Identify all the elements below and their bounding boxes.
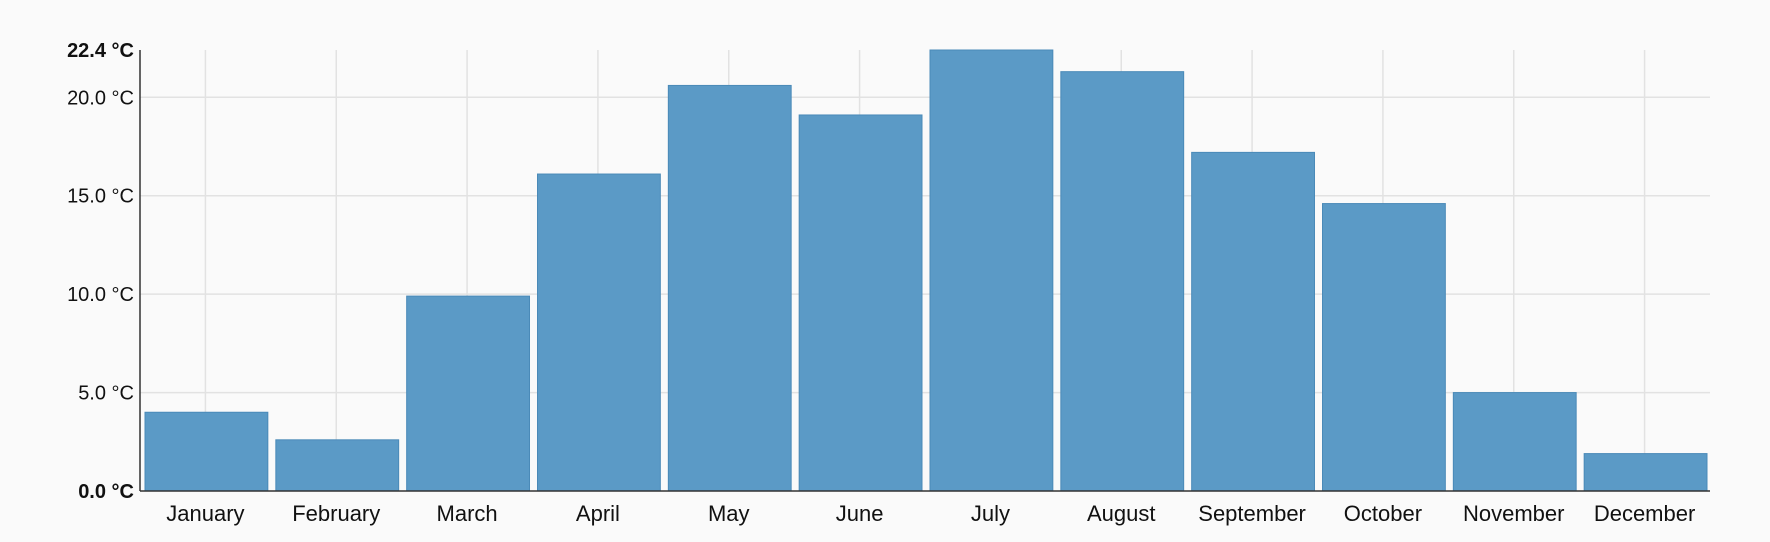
- x-tick-label-october: October: [1344, 501, 1422, 526]
- x-tick-label-january: January: [166, 501, 244, 526]
- y-tick-label: 15.0 °C: [67, 186, 134, 208]
- x-tick-label-march: March: [437, 501, 498, 526]
- bar-april: [537, 173, 661, 492]
- y-tick-label: 5.0 °C: [78, 383, 134, 405]
- x-tick-label-november: November: [1463, 501, 1564, 526]
- x-tick-label-september: September: [1198, 501, 1306, 526]
- x-tick-label-december: December: [1594, 501, 1695, 526]
- x-tick-label-february: February: [292, 501, 380, 526]
- bar-december: [1583, 453, 1708, 492]
- x-tick-label-august: August: [1087, 501, 1156, 526]
- bar-july: [929, 49, 1054, 492]
- x-tick-label-july: July: [971, 501, 1010, 526]
- bar-september: [1191, 151, 1315, 492]
- bars-layer: [144, 49, 1708, 492]
- y-tick-label: 20.0 °C: [67, 87, 134, 109]
- axis-layer: [139, 50, 1710, 492]
- bar-may: [667, 84, 792, 492]
- bar-june: [798, 114, 923, 492]
- x-axis-ticks: January February March April May June July Augu…: [166, 501, 1695, 526]
- bar-march: [406, 295, 530, 492]
- y-axis-ticks: 0.0 °C 5.0 °C 10.0 °C 15.0 °C 20.0 °C 22.4 °C: [67, 40, 134, 503]
- bar-august: [1060, 71, 1185, 492]
- bar-february: [275, 439, 400, 492]
- x-tick-label-june: June: [836, 501, 884, 526]
- y-tick-label: 10.0 °C: [67, 284, 134, 306]
- bar-october: [1322, 203, 1446, 492]
- x-tick-label-april: April: [576, 501, 620, 526]
- bar-november: [1452, 392, 1577, 492]
- x-tick-label-may: May: [708, 501, 750, 526]
- y-tick-label: 22.4 °C: [67, 40, 134, 62]
- y-tick-label: 0.0 °C: [78, 481, 134, 503]
- bar-january: [144, 411, 269, 492]
